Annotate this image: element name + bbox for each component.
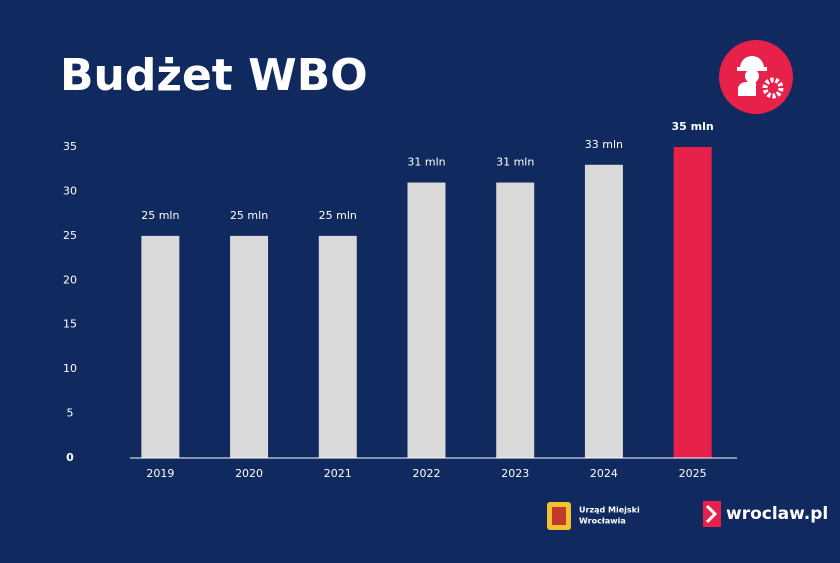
bar [318, 235, 357, 458]
footer: Urząd Miejski Wrocławia wroclaw.pl [547, 501, 828, 530]
y-tick-label: 35 [63, 140, 77, 153]
y-tick-label: 30 [63, 184, 77, 197]
y-tick-label: 0 [66, 451, 74, 464]
y-tick-label: 15 [63, 318, 77, 331]
office-name: Urząd Miejski [579, 506, 640, 515]
site-logo [703, 501, 721, 527]
x-tick-label: 2024 [590, 467, 618, 480]
site-arrow [705, 504, 718, 524]
value-label: 25 mln [230, 209, 268, 222]
y-tick-label: 25 [63, 229, 77, 242]
bar [673, 147, 712, 458]
x-tick-label: 2023 [501, 467, 529, 480]
x-tick-label: 2022 [413, 467, 441, 480]
bar [407, 182, 446, 459]
icon [719, 40, 793, 114]
bar [584, 164, 623, 458]
y-tick-label: 20 [63, 273, 77, 286]
value-label: 35 mln [672, 120, 714, 133]
x-tick-label: 2021 [324, 467, 352, 480]
office-city: Wrocławia [579, 517, 626, 526]
chart-title: Budżet WBO [60, 50, 368, 101]
bar [496, 182, 535, 459]
bar [230, 235, 269, 458]
value-label: 31 mln [407, 156, 445, 169]
x-tick-label: 2025 [679, 467, 707, 480]
y-tick-label: 5 [67, 407, 74, 420]
value-label: 25 mln [141, 209, 179, 222]
value-label: 25 mln [319, 209, 357, 222]
x-tick-label: 2020 [235, 467, 263, 480]
y-tick-label: 10 [63, 362, 77, 375]
site-name: wroclaw.pl [726, 504, 828, 524]
crest-inner [552, 507, 566, 525]
value-label: 31 mln [496, 156, 534, 169]
value-label: 33 mln [585, 138, 623, 151]
bar [141, 235, 180, 458]
x-tick-label: 2019 [146, 467, 174, 480]
